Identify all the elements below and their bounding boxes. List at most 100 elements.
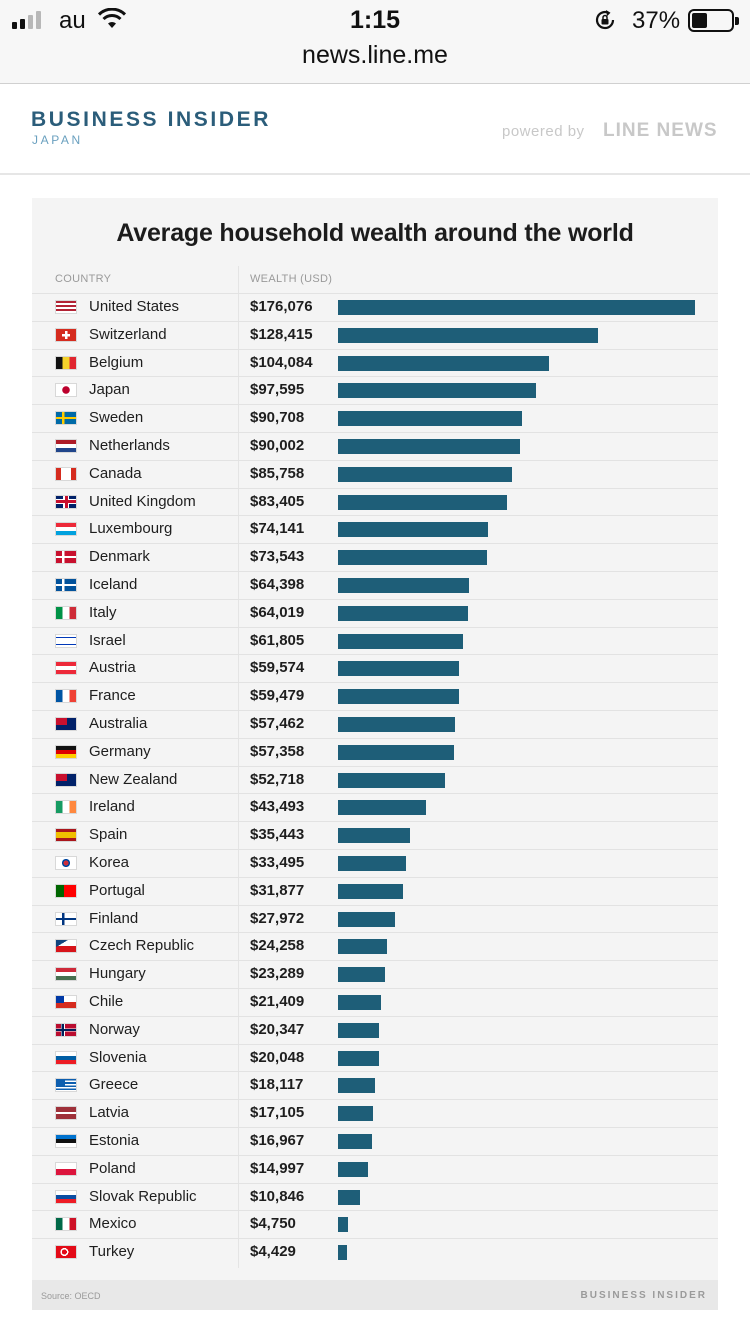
flag-il-icon [55, 633, 77, 648]
wealth-bar [338, 1050, 379, 1066]
wealth-bar [338, 633, 464, 649]
table-row: Spain $35,443 [32, 821, 718, 849]
wealth-bar [338, 466, 512, 482]
line-news-logo[interactable]: LINE NEWS [603, 120, 718, 141]
wealth-bar [338, 494, 508, 510]
url-text[interactable]: news.line.me [302, 41, 448, 69]
address-bar[interactable]: news.line.me [0, 40, 750, 84]
flag-cl-icon [55, 994, 77, 1009]
country-label: Latvia [89, 1104, 130, 1122]
chart-title: Average household wealth around the worl… [116, 219, 634, 247]
table-row: Mexico $4,750 [32, 1210, 718, 1238]
flag-pl-icon [55, 1161, 77, 1176]
table-row: Ireland $43,493 [32, 793, 718, 821]
table-row: Australia $57,462 [32, 709, 718, 738]
chart-rows: United States $176,076 Switzerland $128,415… [32, 293, 718, 1266]
wealth-value: $97,595 [250, 381, 305, 399]
wealth-bar [338, 605, 468, 621]
country-label: Slovenia [89, 1048, 147, 1066]
battery-icon [688, 9, 739, 32]
wealth-bar [338, 967, 386, 983]
wealth-bar [338, 800, 427, 816]
flag-jp-icon [55, 383, 77, 398]
country-label: Netherlands [89, 436, 170, 454]
chart-footer: Source: OECD BUSINESS INSIDER [32, 1280, 718, 1310]
flag-es-icon [55, 828, 77, 843]
flag-tr-icon [55, 1245, 77, 1260]
wealth-bar [338, 1078, 375, 1094]
wealth-bar [338, 661, 459, 677]
wealth-bar [338, 411, 522, 427]
table-row: Luxembourg $74,141 [32, 515, 718, 543]
country-label: Hungary [89, 965, 146, 983]
country-label: Canada [89, 464, 142, 482]
wealth-infographic: Average household wealth around the worl… [32, 198, 718, 1310]
wealth-value: $4,750 [250, 1215, 296, 1233]
country-label: Israel [89, 631, 126, 649]
country-label: Iceland [89, 575, 138, 593]
wealth-value: $20,347 [250, 1020, 305, 1038]
column-divider [238, 266, 239, 1268]
logo-region: JAPAN [32, 133, 83, 147]
country-label: Slovak Republic [89, 1187, 197, 1205]
flag-at-icon [55, 661, 77, 676]
wealth-value: $35,443 [250, 826, 305, 844]
table-row: Sweden $90,708 [32, 404, 718, 432]
clock: 1:15 [349, 6, 401, 34]
country-label: France [89, 687, 136, 705]
wealth-bar [338, 689, 459, 705]
country-label: Japan [89, 381, 130, 399]
wealth-value: $33,495 [250, 853, 305, 871]
battery-percentage: 37% [632, 7, 681, 34]
wealth-bar [338, 883, 403, 899]
country-label: Estonia [89, 1131, 140, 1149]
country-label: Czech Republic [89, 937, 195, 955]
table-row: Turkey $4,429 [32, 1238, 718, 1266]
country-label: Australia [89, 714, 148, 732]
table-row: Switzerland $128,415 [32, 320, 718, 349]
country-label: Germany [89, 742, 151, 760]
country-label: Greece [89, 1076, 139, 1094]
wealth-bar [338, 1189, 360, 1205]
table-row: Slovak Republic $10,846 [32, 1182, 718, 1211]
wealth-value: $73,543 [250, 548, 305, 566]
flag-lu-icon [55, 522, 77, 537]
table-row: United Kingdom $83,405 [32, 487, 718, 516]
table-row: Greece $18,117 [32, 1071, 718, 1099]
wealth-bar [338, 828, 410, 844]
table-row: Finland $27,972 [32, 904, 718, 933]
site-header: BUSINESS INSIDER JAPAN powered by LINE N… [0, 84, 750, 175]
flag-ee-icon [55, 1133, 77, 1148]
table-row: Japan $97,595 [32, 376, 718, 404]
flag-dk-icon [55, 550, 77, 565]
table-row: Portugal $31,877 [32, 876, 718, 905]
wealth-bar [338, 1133, 373, 1149]
table-row: Belgium $104,084 [32, 348, 718, 377]
table-row: France $59,479 [32, 682, 718, 710]
wealth-value: $27,972 [250, 909, 305, 927]
wealth-value: $64,019 [250, 603, 305, 621]
business-insider-logo[interactable]: BUSINESS INSIDER [31, 108, 271, 131]
flag-de-icon [55, 744, 77, 759]
wealth-value: $90,708 [250, 409, 305, 427]
carrier-name: au [59, 7, 86, 34]
table-row: Latvia $17,105 [32, 1099, 718, 1127]
flag-se-icon [55, 411, 77, 426]
flag-nl-icon [55, 438, 77, 453]
country-label: Norway [89, 1020, 140, 1038]
flag-is-icon [55, 577, 77, 592]
country-column-header: COUNTRY [55, 273, 112, 285]
country-label: Ireland [89, 798, 135, 816]
country-label: Luxembourg [89, 520, 173, 538]
wealth-value: $4,429 [250, 1243, 296, 1261]
wealth-value: $61,805 [250, 631, 305, 649]
wifi-icon [97, 7, 127, 35]
status-bar: au 1:15 37% [0, 0, 750, 40]
wealth-value: $16,967 [250, 1131, 305, 1149]
flag-kr-icon [55, 855, 77, 870]
wealth-bar [338, 911, 395, 927]
wealth-bar [338, 1106, 373, 1122]
country-label: Chile [89, 992, 124, 1010]
country-label: Switzerland [89, 325, 167, 343]
country-label: Portugal [89, 881, 145, 899]
